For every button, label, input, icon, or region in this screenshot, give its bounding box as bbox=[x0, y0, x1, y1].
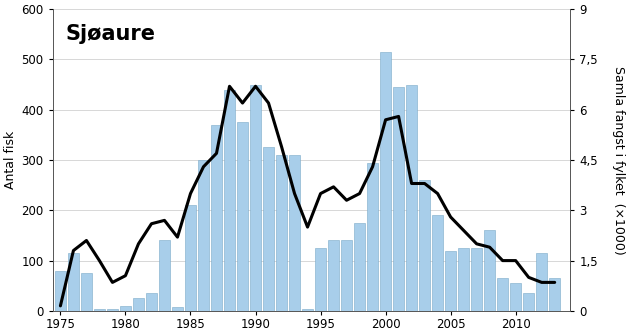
Bar bbox=[264, 147, 274, 311]
Bar bbox=[225, 90, 235, 311]
Y-axis label: Samla fangst i fylket  (×1000): Samla fangst i fylket (×1000) bbox=[612, 66, 625, 254]
Bar bbox=[81, 273, 92, 311]
Bar bbox=[381, 52, 391, 311]
Bar bbox=[303, 310, 313, 311]
Bar bbox=[393, 87, 404, 311]
Bar bbox=[186, 205, 196, 311]
Bar bbox=[172, 307, 182, 311]
Bar bbox=[237, 122, 248, 311]
Bar bbox=[211, 125, 221, 311]
Bar bbox=[354, 223, 365, 311]
Bar bbox=[94, 310, 104, 311]
Bar bbox=[420, 180, 430, 311]
Bar bbox=[367, 162, 378, 311]
Bar bbox=[159, 241, 170, 311]
Bar bbox=[498, 278, 508, 311]
Bar bbox=[511, 283, 521, 311]
Bar bbox=[133, 298, 143, 311]
Bar bbox=[68, 253, 79, 311]
Bar bbox=[550, 278, 560, 311]
Bar bbox=[484, 230, 495, 311]
Bar bbox=[459, 248, 469, 311]
Bar bbox=[328, 241, 339, 311]
Bar bbox=[147, 293, 157, 311]
Y-axis label: Antal fisk: Antal fisk bbox=[4, 131, 17, 189]
Bar bbox=[250, 85, 261, 311]
Bar bbox=[342, 241, 352, 311]
Bar bbox=[406, 85, 417, 311]
Bar bbox=[315, 248, 326, 311]
Bar bbox=[445, 251, 456, 311]
Bar bbox=[432, 215, 443, 311]
Bar bbox=[55, 271, 65, 311]
Text: Sjøaure: Sjøaure bbox=[65, 24, 155, 44]
Bar bbox=[107, 310, 118, 311]
Bar bbox=[523, 293, 534, 311]
Bar bbox=[120, 306, 131, 311]
Bar bbox=[276, 155, 287, 311]
Bar bbox=[198, 160, 209, 311]
Bar bbox=[472, 248, 482, 311]
Bar bbox=[289, 155, 300, 311]
Bar bbox=[537, 253, 547, 311]
